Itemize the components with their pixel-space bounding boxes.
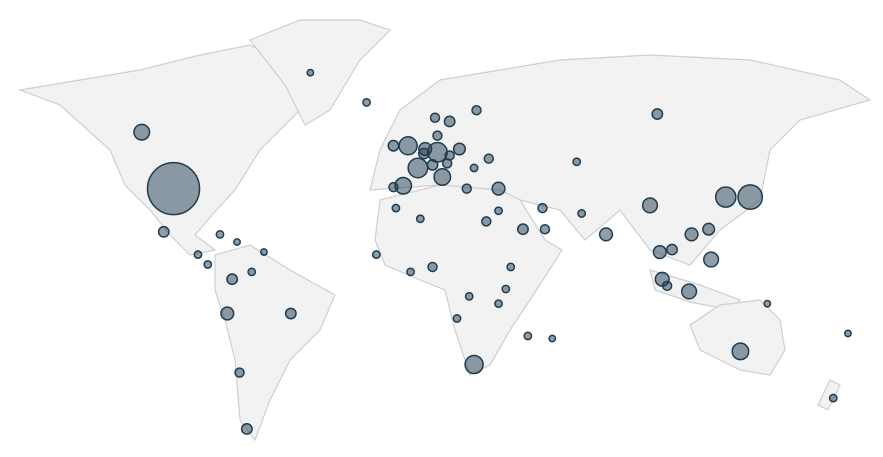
bubble [306,68,315,77]
bubble [469,163,479,173]
bubble [494,206,503,216]
africa [374,184,563,376]
bubble [247,267,257,277]
bubble [577,209,587,218]
bubble [260,248,268,257]
bubble [548,334,557,343]
greenland [249,19,392,126]
bubble [461,183,473,194]
north-america [17,44,301,256]
new-zealand [817,379,841,411]
bubble [681,283,698,300]
bubble [407,157,429,179]
bubble [433,168,452,186]
bubble [426,158,439,171]
bubble [146,161,201,216]
land [17,19,872,442]
bubble [651,108,664,120]
bubble [828,393,838,403]
bubble [398,135,418,156]
bubble [443,115,456,128]
bubble [517,223,529,236]
bubble [684,227,699,242]
bubble [226,273,239,286]
bubble [452,142,466,156]
bubble [652,244,667,260]
bubble [523,331,533,341]
bubble [240,423,253,435]
bubble [666,243,678,256]
bubble [391,203,401,213]
bubble [763,299,772,308]
bubble [481,216,492,227]
bubble [483,153,495,164]
bubble [494,299,503,309]
bubble [429,112,441,124]
bubble [387,139,400,152]
bubble [537,202,548,214]
bubble [661,280,673,292]
bubble [415,214,425,224]
bubble [464,354,484,375]
bubble [234,367,245,378]
bubble [572,157,582,167]
bubble [737,184,764,211]
bubble [506,262,516,272]
bubble [471,104,482,116]
bubble [133,123,151,141]
bubble [362,97,372,107]
bubble [203,260,213,269]
bubble [501,284,511,294]
bubble [371,250,381,259]
bubble [598,227,614,242]
bubble [220,306,235,321]
bubble [432,130,443,141]
bubbles [133,68,852,435]
australia [689,299,786,376]
bubble [539,223,551,235]
bubble [641,197,659,214]
bubble [233,238,242,246]
bubble [491,181,506,196]
bubble [427,261,438,273]
bubble [444,150,455,161]
bubble [215,229,225,239]
bubble [702,222,716,236]
bubble [452,314,462,323]
bubble [731,342,750,361]
bubble [284,307,297,320]
bubble [844,329,852,338]
bubble [702,251,720,268]
bubble [406,267,415,277]
bubble [193,250,203,259]
bubble [388,181,399,193]
bubble [714,186,737,208]
bubble [157,225,170,238]
bubble [464,291,474,301]
bubble [418,147,430,160]
